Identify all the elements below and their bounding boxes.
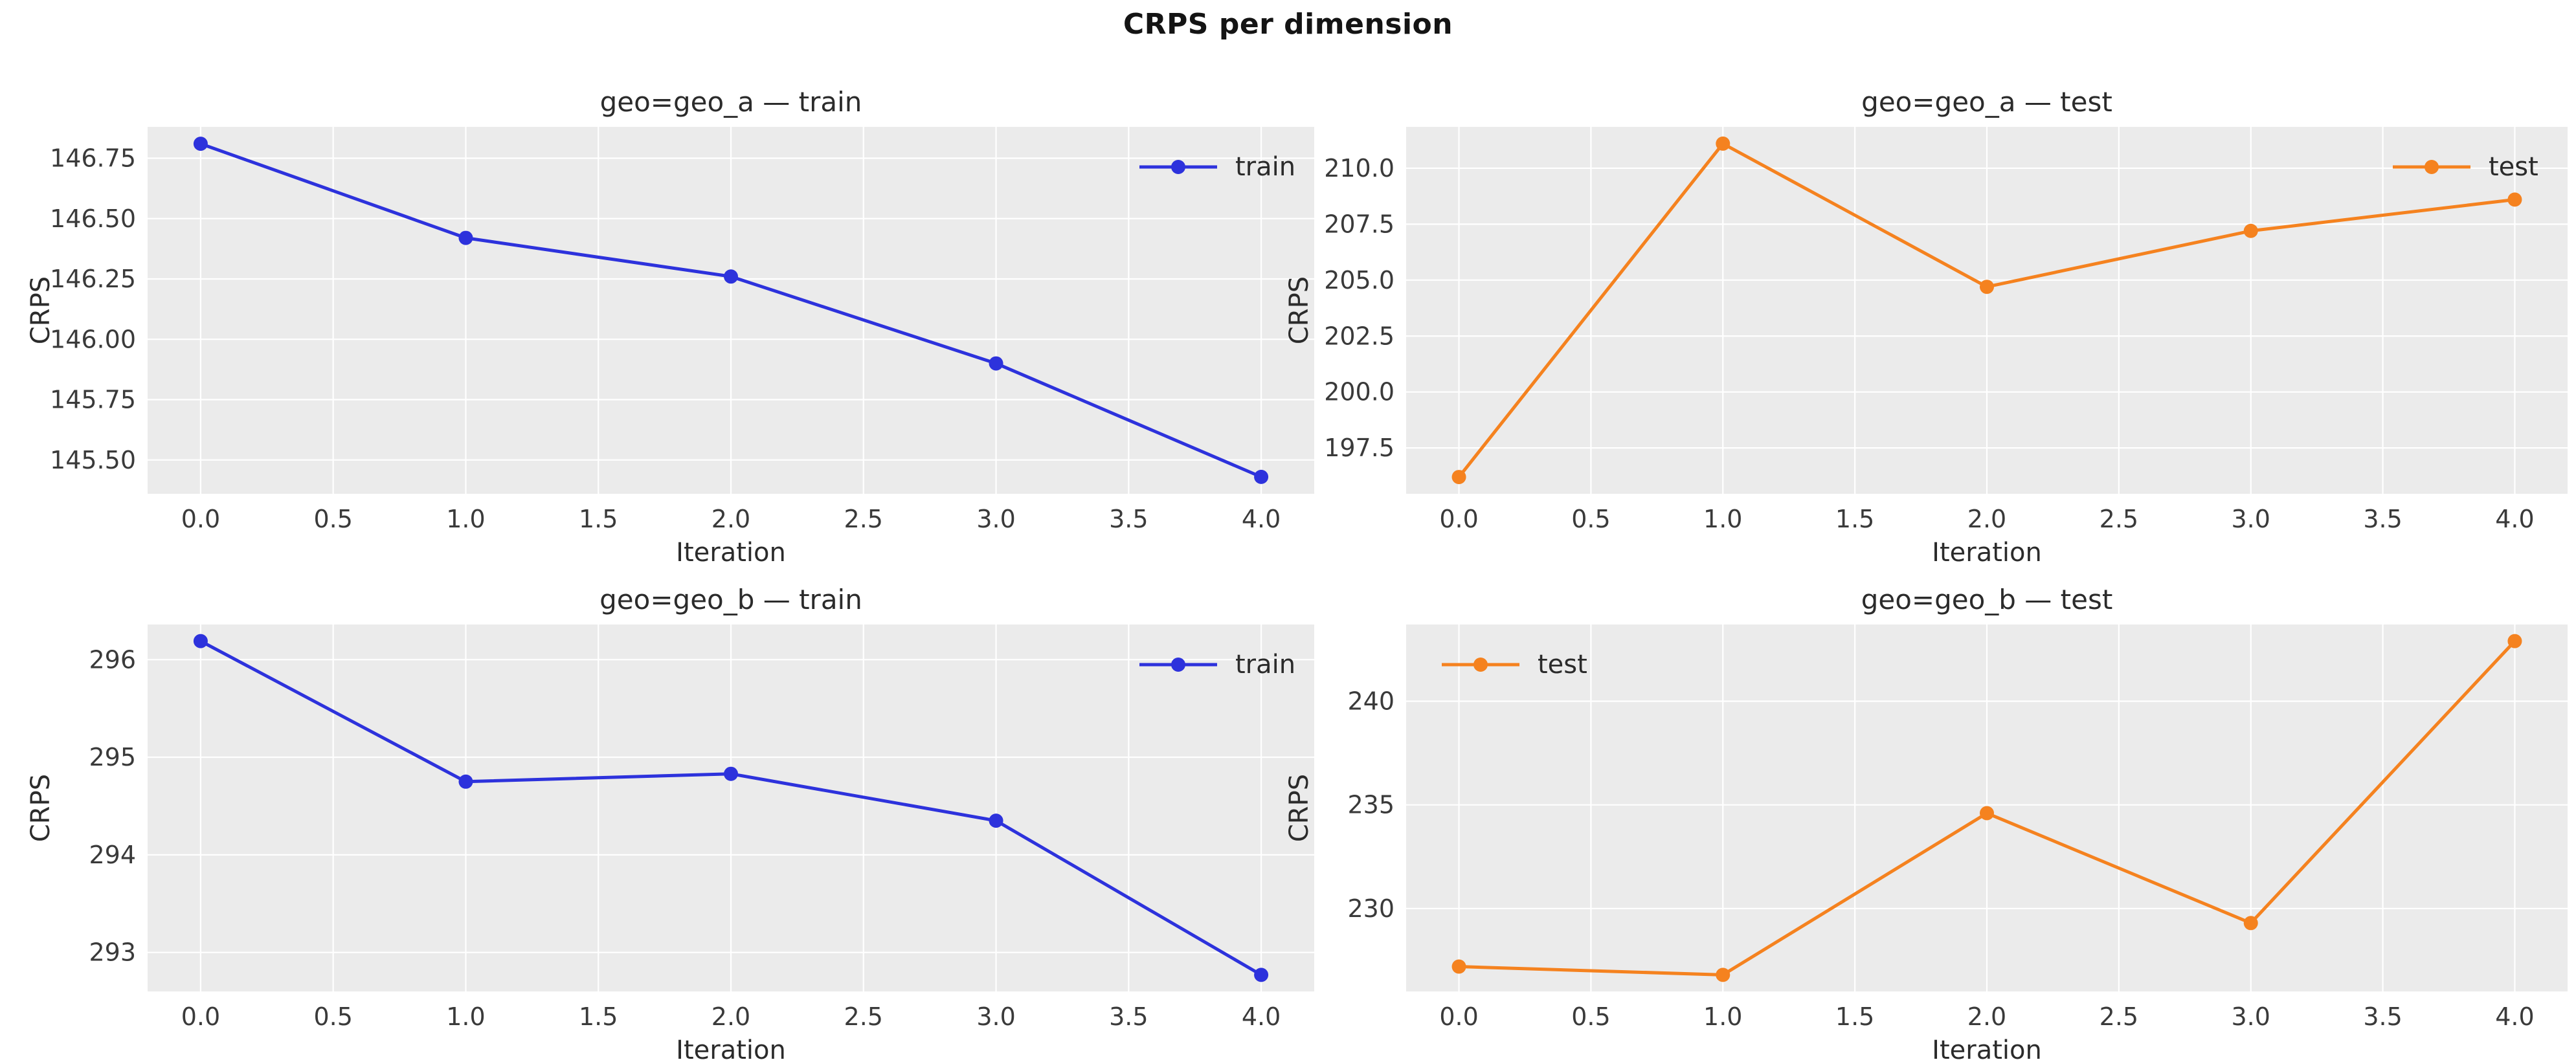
x-tick-label: 0.5 (1571, 505, 1610, 533)
y-tick-label: 146.75 (50, 144, 136, 172)
y-axis-label: CRPS (1284, 774, 1314, 842)
data-point-marker (2243, 223, 2258, 238)
x-tick-label: 2.5 (2100, 505, 2138, 533)
x-tick-label: 3.0 (2232, 505, 2270, 533)
data-point-marker (193, 634, 208, 648)
y-tick-label: 230 (1347, 894, 1394, 923)
data-point-marker (2243, 916, 2258, 931)
x-tick-label: 0.0 (1439, 505, 1478, 533)
x-tick-label: 1.0 (1703, 505, 1742, 533)
y-axis-label: CRPS (26, 276, 56, 344)
legend-marker (1171, 658, 1185, 672)
x-tick-label: 4.0 (2495, 505, 2534, 533)
x-axis-label: Iteration (1932, 1035, 2042, 1062)
y-tick-label: 293 (89, 938, 136, 967)
x-tick-label: 1.5 (579, 505, 618, 533)
x-tick-label: 4.0 (1242, 1002, 1281, 1031)
subplot-title: geo=geo_b — train (599, 584, 862, 615)
x-tick-label: 1.5 (579, 1002, 618, 1031)
x-tick-label: 3.5 (2363, 1002, 2402, 1031)
y-tick-label: 240 (1347, 687, 1394, 716)
x-tick-label: 2.0 (711, 1002, 750, 1031)
legend-label: train (1235, 152, 1295, 182)
data-point-marker (1254, 968, 1269, 982)
y-tick-label: 145.75 (50, 386, 136, 414)
data-point-marker (458, 230, 473, 245)
legend-label: test (2489, 152, 2538, 182)
x-tick-label: 3.0 (976, 505, 1015, 533)
x-tick-label: 4.0 (2495, 1002, 2534, 1031)
data-point-marker (1716, 136, 1730, 151)
x-tick-label: 1.0 (1703, 1002, 1742, 1031)
data-point-marker (1980, 806, 1994, 821)
x-tick-label: 0.0 (181, 1002, 220, 1031)
data-point-marker (1980, 280, 1994, 294)
subplot-title: geo=geo_a — test (1861, 86, 2112, 118)
y-tick-label: 294 (89, 841, 136, 869)
x-tick-label: 2.5 (844, 1002, 883, 1031)
x-tick-label: 0.0 (1439, 1002, 1478, 1031)
x-tick-label: 3.5 (2363, 505, 2402, 533)
data-point-marker (989, 813, 1003, 828)
legend-marker (1171, 160, 1185, 174)
y-axis-label: CRPS (26, 774, 56, 842)
data-point-marker (1254, 469, 1269, 484)
x-tick-label: 1.0 (446, 505, 485, 533)
data-point-marker (2507, 192, 2522, 207)
x-tick-label: 0.0 (181, 505, 220, 533)
data-point-marker (724, 269, 738, 284)
legend-marker (2425, 160, 2439, 174)
x-tick-label: 2.0 (1967, 505, 2006, 533)
x-tick-label: 3.0 (976, 1002, 1015, 1031)
data-point-marker (2507, 634, 2522, 648)
x-axis-label: Iteration (676, 1035, 786, 1062)
x-tick-label: 3.0 (2232, 1002, 2270, 1031)
data-point-marker (458, 774, 473, 789)
legend-marker (1473, 658, 1488, 672)
data-point-marker (1716, 968, 1730, 982)
y-tick-label: 200.0 (1324, 378, 1394, 406)
y-axis-label: CRPS (1284, 276, 1314, 344)
x-tick-label: 3.5 (1109, 1002, 1148, 1031)
y-tick-label: 197.5 (1324, 434, 1394, 462)
data-point-marker (1451, 470, 1466, 485)
y-tick-label: 295 (89, 743, 136, 771)
figure-suptitle: CRPS per dimension (1123, 8, 1453, 41)
y-tick-label: 205.0 (1324, 266, 1394, 294)
x-tick-label: 0.5 (313, 505, 352, 533)
x-axis-label: Iteration (1932, 538, 2042, 568)
y-tick-label: 296 (89, 645, 136, 674)
x-tick-label: 0.5 (313, 1002, 352, 1031)
subplot-title: geo=geo_b — test (1861, 584, 2113, 615)
y-tick-label: 146.50 (50, 205, 136, 233)
x-tick-label: 0.5 (1571, 1002, 1610, 1031)
data-point-marker (989, 356, 1003, 371)
y-tick-label: 145.50 (50, 446, 136, 474)
x-tick-label: 2.5 (844, 505, 883, 533)
x-tick-label: 3.5 (1109, 505, 1148, 533)
y-tick-label: 202.5 (1324, 322, 1394, 350)
x-tick-label: 4.0 (1242, 505, 1281, 533)
x-tick-label: 2.5 (2100, 1002, 2138, 1031)
y-tick-label: 146.00 (50, 325, 136, 353)
data-point-marker (193, 137, 208, 151)
subplot-title: geo=geo_a — train (600, 86, 862, 118)
x-tick-label: 1.5 (1835, 505, 1874, 533)
legend-label: train (1235, 650, 1295, 680)
data-point-marker (1451, 959, 1466, 974)
x-tick-label: 1.5 (1835, 1002, 1874, 1031)
y-tick-label: 235 (1347, 791, 1394, 819)
y-tick-label: 210.0 (1324, 154, 1394, 183)
legend-label: test (1538, 650, 1587, 680)
x-axis-label: Iteration (676, 538, 786, 568)
y-tick-label: 146.25 (50, 265, 136, 293)
x-tick-label: 2.0 (711, 505, 750, 533)
y-tick-label: 207.5 (1324, 210, 1394, 238)
x-tick-label: 1.0 (446, 1002, 485, 1031)
data-point-marker (724, 766, 738, 781)
x-tick-label: 2.0 (1967, 1002, 2006, 1031)
